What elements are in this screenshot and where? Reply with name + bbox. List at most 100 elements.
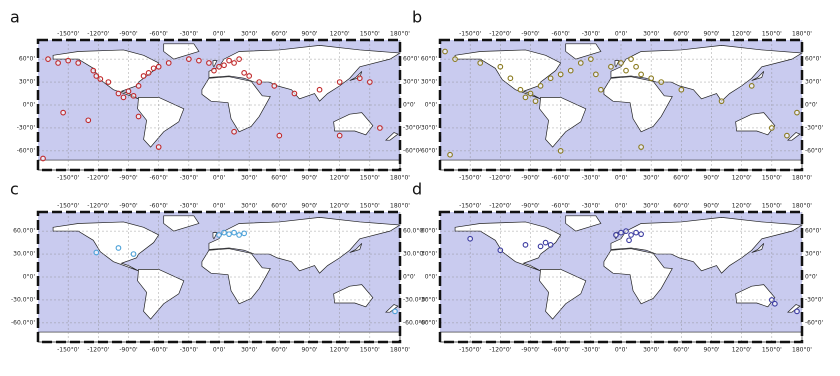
y-tick-label: 60°0' xyxy=(805,56,821,63)
x-tick-label: -60°0' xyxy=(150,203,169,210)
site-marker xyxy=(60,109,66,116)
site-marker xyxy=(748,83,755,89)
land xyxy=(137,97,185,148)
x-tick-label: 30°0' xyxy=(241,347,257,354)
x-tick-label: -30°0' xyxy=(180,175,199,182)
x-tick-label: 180°0' xyxy=(390,31,410,38)
x-tick-label: 150°0' xyxy=(762,203,782,210)
y-tick-label: -30.0°0' xyxy=(403,296,427,303)
site-marker xyxy=(447,151,453,158)
site-marker xyxy=(794,109,800,116)
x-tick-label: 120°0' xyxy=(330,347,350,354)
x-tick-label: -60°0' xyxy=(552,347,571,354)
y-tick-label: 60.0°0' xyxy=(403,228,425,235)
site-marker xyxy=(236,56,242,62)
site-marker xyxy=(593,71,599,78)
y-tick-label: 0°0' xyxy=(425,102,438,109)
y-tick-label: -30°0' xyxy=(805,296,824,303)
site-marker xyxy=(256,79,263,85)
x-tick-label: 90°0' xyxy=(703,203,719,210)
site-marker xyxy=(135,83,142,89)
site-marker xyxy=(276,132,283,139)
site-marker xyxy=(196,57,202,64)
site-marker xyxy=(93,73,100,79)
site-marker xyxy=(140,73,147,79)
x-tick-label: 30°0' xyxy=(643,347,659,354)
site-marker xyxy=(623,228,629,234)
x-tick-label: -120°0' xyxy=(489,175,511,182)
y-tick-label: -60°0' xyxy=(419,147,438,154)
x-tick-label: 180°0' xyxy=(390,347,410,354)
y-tick-label: 30°0' xyxy=(403,79,419,86)
y-tick-label: 0°0' xyxy=(805,102,818,109)
land xyxy=(333,112,374,136)
site-marker xyxy=(547,242,554,248)
site-marker xyxy=(246,73,253,79)
site-marker xyxy=(768,297,775,303)
site-marker xyxy=(226,231,232,238)
x-tick-label: 60°0' xyxy=(673,175,689,182)
site-marker xyxy=(236,232,242,238)
y-tick-label: 0°0' xyxy=(403,102,416,109)
x-tick-label: 120°0' xyxy=(330,31,350,38)
site-marker xyxy=(316,86,323,93)
land xyxy=(603,76,673,133)
site-marker xyxy=(507,75,514,82)
site-marker xyxy=(221,62,227,69)
x-tick-label: -150°0' xyxy=(57,347,79,354)
panel-letter: a xyxy=(10,8,20,27)
x-tick-label: -150°0' xyxy=(459,31,481,38)
site-marker xyxy=(130,92,137,99)
site-marker xyxy=(392,308,398,315)
x-tick-label: -120°0' xyxy=(87,175,109,182)
site-marker xyxy=(241,70,247,76)
x-tick-label: -60°0' xyxy=(552,175,571,182)
x-tick-label: 90°0' xyxy=(301,31,317,38)
site-marker xyxy=(93,249,100,256)
x-tick-label: 120°0' xyxy=(732,175,752,182)
site-marker xyxy=(598,86,604,93)
land xyxy=(751,243,765,253)
site-marker xyxy=(231,229,237,236)
site-marker xyxy=(608,63,614,70)
x-tick-label: 180°0' xyxy=(792,175,812,182)
site-marker xyxy=(85,117,92,124)
x-tick-label: -90°0' xyxy=(521,203,540,210)
x-tick-label: 120°0' xyxy=(732,31,752,38)
x-tick-label: 90°0' xyxy=(301,203,317,210)
x-tick-label: 60°0' xyxy=(271,175,287,182)
land xyxy=(454,221,562,272)
x-tick-label: 90°0' xyxy=(703,31,719,38)
site-marker xyxy=(477,60,484,66)
x-tick-label: 180°0' xyxy=(792,31,812,38)
y-tick-label: -60°0' xyxy=(403,147,422,154)
site-marker xyxy=(366,79,373,85)
site-marker xyxy=(120,94,127,101)
y-tick-label: 60.0°0' xyxy=(13,228,35,235)
x-tick-label: -60°0' xyxy=(150,175,169,182)
site-marker xyxy=(467,235,474,242)
land xyxy=(539,97,587,148)
map-frame xyxy=(36,38,402,172)
site-marker xyxy=(336,79,343,85)
site-marker xyxy=(115,245,122,251)
x-tick-label: 150°0' xyxy=(360,175,380,182)
site-marker xyxy=(517,86,524,93)
x-tick-label: -120°0' xyxy=(87,31,109,38)
land xyxy=(787,132,801,141)
site-marker xyxy=(40,155,46,162)
y-tick-label: 30°0' xyxy=(421,79,437,86)
x-tick-label: -30°0' xyxy=(582,31,601,38)
site-marker xyxy=(231,60,237,66)
x-tick-label: -150°0' xyxy=(459,203,481,210)
site-marker xyxy=(638,144,644,150)
x-tick-label: 120°0' xyxy=(330,175,350,182)
land xyxy=(52,221,160,272)
site-marker xyxy=(768,125,775,131)
x-tick-label: 150°0' xyxy=(762,347,782,354)
land xyxy=(454,49,562,100)
site-marker xyxy=(442,48,448,55)
x-tick-label: -30°0' xyxy=(180,203,199,210)
x-tick-label: 30°0' xyxy=(643,175,659,182)
